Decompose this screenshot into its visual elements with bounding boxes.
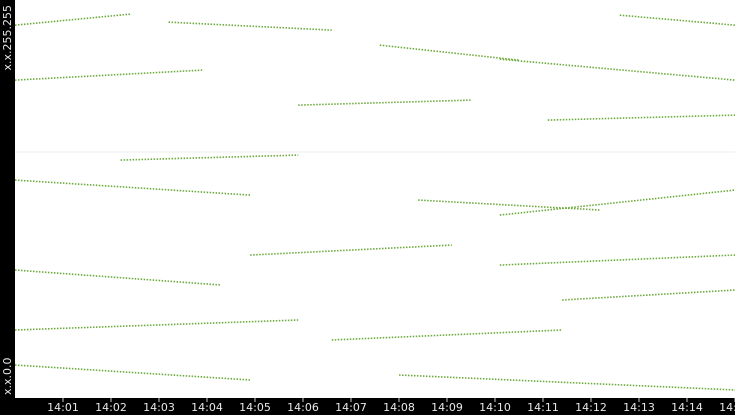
x-tick-label: 14:05	[239, 401, 271, 414]
y-axis-strip	[0, 0, 15, 415]
packet-streak	[14, 364, 251, 381]
packet-streak	[168, 21, 332, 31]
packet-streak	[547, 114, 735, 121]
x-tick-label: 14:11	[527, 401, 559, 414]
x-tick-label: 14:07	[335, 401, 367, 414]
packet-streak	[14, 69, 203, 81]
x-tick-label: 14:04	[191, 401, 223, 414]
packet-streak	[331, 329, 563, 341]
packet-streak	[562, 289, 735, 301]
x-tick-label: 14:06	[287, 401, 319, 414]
packet-streak	[14, 319, 299, 331]
packet-streak	[499, 254, 735, 266]
y-tick-label: x.x.255.255	[1, 5, 14, 71]
packet-streak	[14, 269, 222, 286]
x-tick-label: 14:01	[47, 401, 79, 414]
packet-streak	[418, 199, 601, 211]
packet-streak	[398, 374, 735, 391]
packet-streak	[499, 58, 735, 81]
packet-streak	[379, 44, 520, 61]
x-tick-label: 14:08	[383, 401, 415, 414]
y-tick-label: x.x.0.0	[1, 357, 14, 395]
packet-streak	[499, 189, 735, 216]
x-tick-label: 14:10	[479, 401, 511, 414]
packet-streak	[120, 154, 299, 161]
packet-streak	[619, 14, 735, 26]
packet-streak	[14, 179, 251, 196]
x-tick-label: 14:15	[719, 401, 735, 414]
x-tick-label: 14:09	[431, 401, 463, 414]
packet-streak	[250, 244, 452, 256]
x-tick-label: 14:14	[671, 401, 703, 414]
x-tick-label: 14:12	[575, 401, 607, 414]
packet-streak	[298, 99, 472, 106]
packet-streak	[14, 13, 131, 26]
x-tick-label: 14:03	[143, 401, 175, 414]
x-tick-label: 14:02	[95, 401, 127, 414]
x-axis-strip	[0, 398, 735, 415]
x-tick-label: 14:13	[623, 401, 655, 414]
